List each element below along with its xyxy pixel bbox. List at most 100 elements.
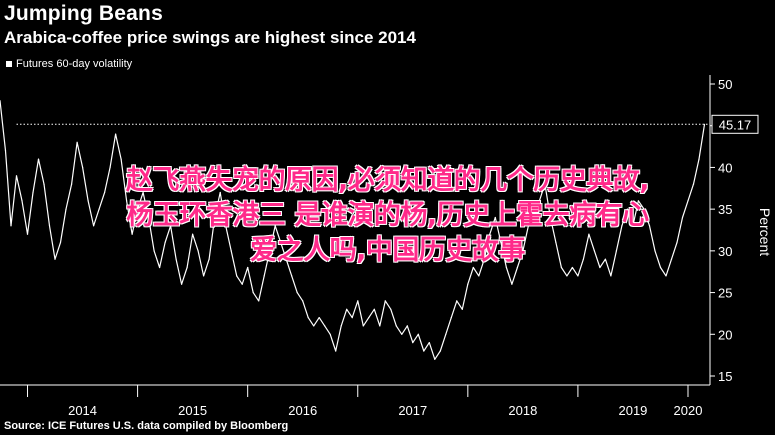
- y-axis-label: Percent: [757, 208, 773, 256]
- data-point: [104, 191, 106, 194]
- data-point: [560, 266, 563, 269]
- data-point: [588, 233, 590, 235]
- x-tick-label: 2016: [288, 403, 317, 418]
- data-point: [59, 241, 62, 244]
- data-point: [142, 191, 144, 194]
- overlay-line-3: 爱之人吗,中国历史故事: [250, 235, 525, 266]
- data-point: [263, 275, 265, 277]
- data-point: [676, 241, 678, 244]
- data-point: [390, 308, 392, 310]
- data-point: [665, 275, 667, 277]
- data-point: [423, 350, 425, 352]
- y-tick-label: 25: [718, 286, 732, 301]
- data-point: [373, 308, 375, 310]
- data-point: [626, 208, 629, 210]
- data-point: [10, 225, 12, 227]
- data-point: [599, 266, 601, 269]
- data-point: [120, 158, 122, 160]
- data-point: [285, 258, 287, 260]
- data-point: [236, 275, 238, 277]
- data-point: [181, 283, 183, 285]
- data-point: [538, 200, 541, 202]
- data-point: [357, 300, 359, 302]
- data-point: [203, 275, 205, 277]
- data-point: [329, 333, 331, 335]
- data-point: [324, 325, 326, 327]
- legend-label: Futures 60-day volatility: [16, 58, 133, 70]
- y-tick-label: 15: [718, 369, 732, 384]
- data-point: [401, 333, 403, 335]
- data-point: [621, 225, 623, 227]
- data-point: [153, 250, 155, 252]
- data-point: [467, 283, 469, 285]
- data-point: [489, 233, 491, 235]
- data-point: [632, 225, 634, 227]
- data-point: [87, 200, 89, 202]
- data-point: [296, 292, 298, 294]
- data-point: [313, 325, 315, 327]
- data-point: [395, 325, 397, 327]
- x-tick-label: 2017: [398, 403, 427, 418]
- data-point: [159, 266, 161, 269]
- data-point: [0, 100, 1, 102]
- data-point: [549, 216, 552, 219]
- data-point: [93, 225, 95, 227]
- data-point: [43, 183, 45, 185]
- data-point: [505, 266, 507, 269]
- x-tick-label: 2020: [674, 403, 703, 418]
- data-point: [384, 300, 386, 302]
- data-point: [26, 233, 29, 235]
- data-point: [434, 358, 436, 360]
- data-point: [269, 250, 271, 252]
- data-point: [406, 325, 408, 327]
- y-tick-label: 40: [718, 160, 732, 175]
- source-note: Source: ICE Futures U.S. data compiled b…: [4, 420, 289, 432]
- x-tick-label: 2018: [508, 403, 537, 418]
- data-point: [175, 258, 177, 260]
- data-point: [37, 158, 40, 160]
- data-point: [511, 283, 513, 285]
- data-point: [439, 350, 441, 352]
- data-point: [643, 208, 645, 210]
- data-point: [170, 225, 172, 227]
- y-tick-label: 35: [718, 202, 732, 217]
- data-point: [126, 200, 128, 202]
- overlay-line-2: 杨玉环香港三 是谁演的杨,历史上霍去病有心: [126, 200, 649, 231]
- data-point: [687, 200, 689, 202]
- y-tick-label: 30: [718, 244, 732, 259]
- y-tick-label: 20: [718, 327, 732, 342]
- overlay-watermark-text: 赵飞燕失宠的原因,必须知道的几个历史典故, 杨玉环香港三 是谁演的杨,历史上霍去…: [0, 163, 775, 268]
- data-point: [4, 150, 7, 152]
- data-point: [109, 166, 111, 168]
- data-point: [280, 241, 282, 244]
- data-point: [258, 300, 260, 302]
- data-point: [681, 216, 684, 219]
- legend-swatch: [6, 61, 12, 67]
- data-point: [379, 325, 381, 327]
- legend: Futures 60-day volatility: [6, 58, 132, 70]
- data-point: [472, 266, 474, 269]
- data-point: [340, 325, 342, 327]
- data-point: [252, 292, 254, 294]
- x-tick-label: 2019: [618, 403, 647, 418]
- last-value-label: 45.17: [719, 117, 752, 132]
- data-point: [577, 275, 579, 277]
- data-point: [604, 258, 607, 260]
- data-point: [346, 308, 348, 310]
- last-value-box: [711, 114, 759, 134]
- data-point: [637, 200, 640, 202]
- data-point: [555, 241, 557, 244]
- data-point: [527, 225, 530, 227]
- data-point: [230, 250, 232, 252]
- data-point: [192, 233, 194, 235]
- data-point: [522, 250, 524, 252]
- data-point: [461, 308, 463, 310]
- data-point: [500, 241, 502, 244]
- data-point: [593, 250, 596, 252]
- data-point: [15, 175, 18, 177]
- data-point: [533, 208, 535, 210]
- data-point: [566, 275, 568, 277]
- data-point: [54, 258, 56, 260]
- chart-title: Jumping Beans: [4, 2, 163, 25]
- data-point: [654, 250, 656, 252]
